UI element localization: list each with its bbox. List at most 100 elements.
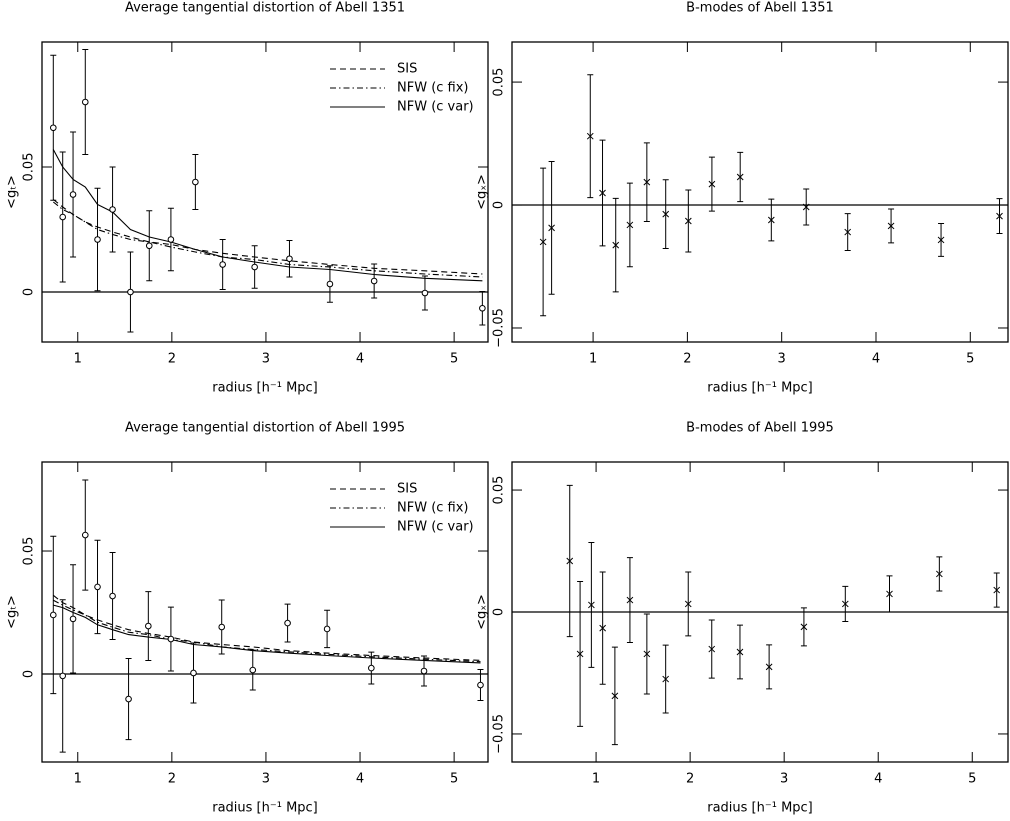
data-point [548,224,555,232]
plot-frame [41,461,489,763]
legend-label: NFW (c fix) [397,81,469,96]
data-point [539,238,547,246]
x-tick-label: 5 [450,772,458,787]
model-line [53,604,481,664]
data-point [599,189,606,197]
data-point [109,592,116,600]
y-axis-label: <gₜ> [5,595,20,629]
data-point [626,596,634,604]
data-point [576,650,584,658]
data-point [802,203,810,211]
x-tick-label: 4 [356,772,364,787]
data-point [109,206,116,213]
data-point [286,255,293,263]
data-point [996,212,1003,220]
x-axis-label: radius [h⁻¹ Mpc] [212,381,318,396]
data-point [599,624,607,632]
x-tick-label: 4 [356,352,364,367]
data-point [59,672,67,680]
data-point [145,242,153,250]
panel-title: B-modes of Abell 1351 [686,1,834,16]
y-axis-label: <gₓ> [475,174,490,210]
data-point [192,178,199,186]
data-point [626,221,634,229]
x-tick-label: 1 [589,352,597,367]
x-tick-label: 3 [778,352,786,367]
data-point [708,180,716,188]
y-tick-label: 0 [492,608,507,616]
x-tick-label: 1 [74,772,82,787]
data-point [887,222,895,230]
data-point [49,124,57,132]
data-point [566,557,574,565]
data-point [219,261,226,268]
data-point [736,648,744,656]
x-axis-label: radius [h⁻¹ Mpc] [707,801,813,816]
x-tick-label: 2 [168,772,176,787]
data-point [94,583,101,591]
data-point [736,173,744,181]
legend-label: NFW (c var) [397,100,474,115]
panel-title: Average tangential distortion of Abell 1… [125,421,405,436]
data-point [684,600,692,608]
data-point [127,288,134,296]
legend-label: SIS [397,62,417,77]
x-tick-label: 5 [966,352,974,367]
x-tick-label: 3 [262,772,270,787]
data-point [368,664,375,672]
legend-label: NFW (c var) [397,520,474,535]
model-line [52,201,483,278]
y-tick-label: 0 [22,288,37,296]
x-tick-label: 2 [168,352,176,367]
data-point [81,98,89,106]
data-point [59,213,67,221]
data-point [326,280,334,288]
legend-label: SIS [397,482,417,497]
x-tick-label: 4 [872,352,880,367]
data-point [479,304,486,312]
data-point [612,241,620,249]
data-point [69,191,77,198]
data-point [844,228,852,236]
data-point [767,216,775,224]
data-point [249,666,257,674]
data-point [81,531,89,539]
y-tick-label: 0 [22,670,37,678]
y-tick-label: −0.05 [492,308,507,348]
data-point [993,586,1001,594]
model-line [52,594,481,661]
data-point [421,289,429,297]
data-point [708,645,716,653]
panel: B-modes of Abell 1351 radius [h⁻¹ Mpc] <gₓ… [475,1,1009,396]
y-tick-label: −0.05 [492,714,507,754]
plot-frame [41,41,489,343]
data-point [420,667,428,675]
y-tick-label: 0.05 [492,476,507,505]
panel: B-modes of Abell 1995 radius [h⁻¹ Mpc] <gₓ… [475,421,1009,816]
x-tick-label: 1 [74,352,82,367]
data-point [94,236,101,243]
data-point [218,623,226,631]
data-point [765,663,773,671]
y-tick-label: 0.05 [22,537,37,566]
x-tick-label: 2 [683,352,691,367]
x-tick-label: 4 [874,772,882,787]
data-point [662,675,670,683]
data-point [800,623,808,631]
x-tick-label: 2 [686,772,694,787]
x-tick-label: 5 [450,352,458,367]
data-point [323,625,331,633]
data-point [167,236,175,243]
data-point [477,681,484,689]
y-axis-label: <gₓ> [475,594,490,630]
y-axis-label: <gₜ> [5,175,20,209]
model-line [52,199,483,275]
data-point [588,601,595,609]
data-point [586,132,594,140]
x-tick-label: 3 [780,772,788,787]
plot-frame [511,41,1009,343]
data-point [643,178,651,186]
legend-label: NFW (c fix) [397,501,469,516]
x-tick-label: 3 [262,352,270,367]
